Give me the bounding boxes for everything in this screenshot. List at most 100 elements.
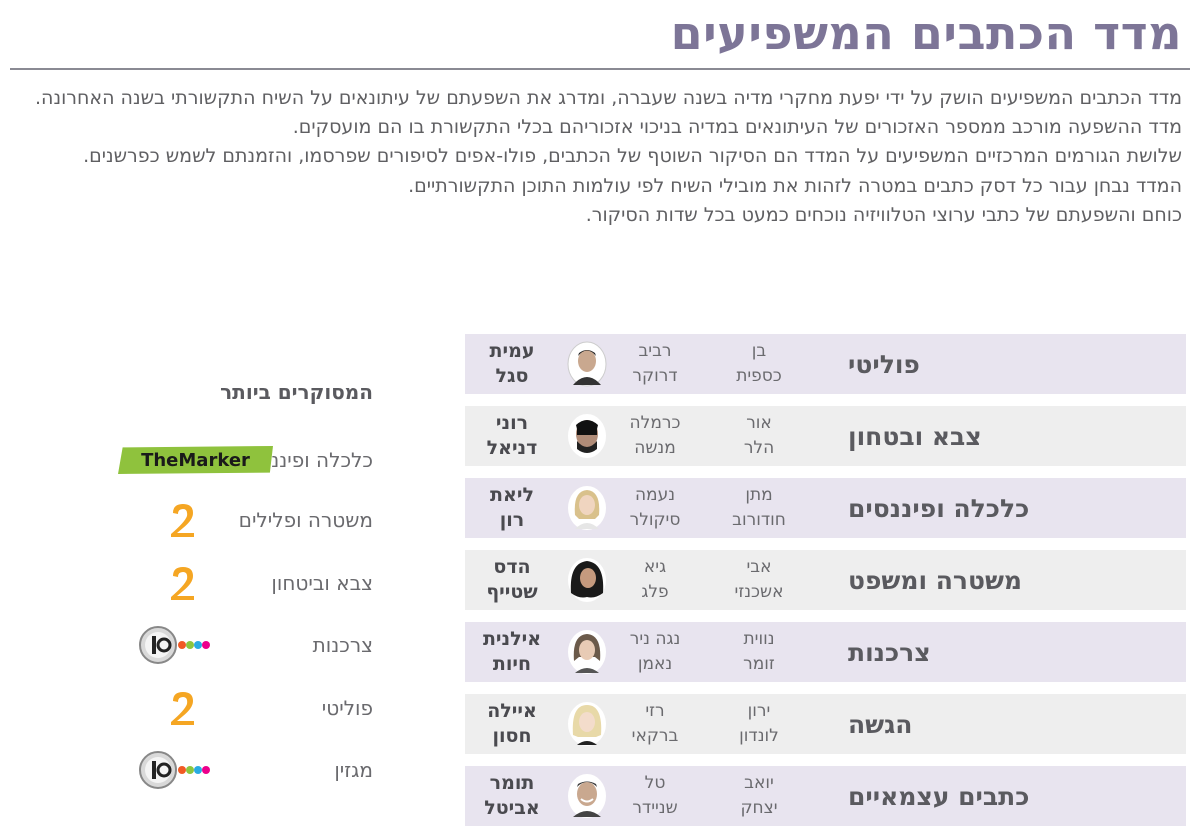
last-name: אביטל (484, 797, 540, 819)
first-name: עמית (489, 340, 535, 362)
channel-2-logo (163, 500, 203, 540)
last-name: דרוקר (632, 366, 678, 386)
channel-10-logo (138, 750, 213, 790)
last-name: יצחק (740, 798, 778, 818)
last-name: לונדון (739, 726, 779, 746)
journalist-second: נגה ניר נאמן (605, 627, 705, 677)
most-covered-item: משטרה ופלילים (123, 500, 373, 540)
journalist-second: נעמה סיקולר (605, 483, 705, 533)
intro-paragraph: מדד ההשפעה מורכב ממספר האזכורים של העיתו… (292, 116, 1182, 139)
first-name: מתן (745, 485, 773, 505)
themarker-logo-the: The (141, 449, 179, 471)
channel-2-logo (163, 688, 203, 728)
most-covered-label: משטרה ופלילים (238, 508, 373, 532)
first-name: אילנית (482, 628, 542, 650)
themarker-logo-marker: Marker (178, 449, 250, 471)
channel-2-logo (163, 563, 203, 603)
category-name: צבא ובטחון (848, 421, 982, 451)
journalist-second: רזי ברקאי (605, 699, 705, 749)
most-covered-item: כלכלה ופיננסים The Marker (118, 440, 373, 480)
category-name: כלכלה ופיננסים (848, 493, 1030, 523)
first-name: תומר (489, 772, 535, 794)
intro-paragraph: שלושת הגורמים המרכזיים המשפיעים על המדד … (83, 145, 1182, 168)
journalist-top: רוני דניאל (477, 411, 547, 461)
first-name: אבי (746, 557, 772, 577)
last-name: דניאל (486, 437, 538, 459)
intro-paragraph: המדד נבחן עבור כל דסק כתבים במטרה לזהות … (408, 174, 1182, 197)
ranking-row-security: צבא ובטחון אור הלר כרמלה מנשה רוני דניאל (465, 406, 1186, 466)
first-name: ירון (747, 701, 771, 721)
most-covered-item: צבא וביטחון (123, 563, 373, 603)
first-name: גיא (643, 557, 667, 577)
most-covered-item: פוליטי (123, 688, 373, 728)
journalist-top: עמית סגל (477, 339, 547, 389)
woman-light-hair-portrait-icon (567, 701, 607, 747)
journalist-third: בן כספית (709, 339, 809, 389)
woman-blonde-portrait-icon (567, 485, 607, 531)
most-covered-heading: המסוקרים ביותר (220, 380, 373, 404)
first-name: הדס (493, 556, 531, 578)
journalist-top: תומר אביטל (477, 771, 547, 821)
title-divider (10, 68, 1190, 70)
category-name: צרכנות (848, 637, 931, 667)
last-name: סגל (495, 365, 529, 387)
first-name: נגה ניר (629, 629, 681, 649)
most-covered-label: פוליטי (321, 696, 373, 720)
first-name: איילה (487, 700, 537, 722)
most-covered-label: צרכנות (312, 633, 373, 657)
most-covered-item: צרכנות (123, 625, 373, 665)
last-name: פלג (641, 582, 669, 602)
last-name: חיות (492, 653, 532, 675)
last-name: אשכנזי (734, 582, 784, 602)
man-sunglasses-portrait-icon (567, 413, 607, 459)
intro-text: מדד הכתבים המשפיעים הושק על ידי יפעת מחק… (17, 84, 1182, 230)
ranking-row-hosting: הגשה ירון לונדון רזי ברקאי איילה חסון (465, 694, 1186, 754)
channel-10-logo (138, 625, 213, 665)
last-name: שטייף (486, 581, 538, 603)
category-name: פוליטי (848, 349, 920, 379)
journalist-second: טל שניידר (605, 771, 705, 821)
ranking-row-independent: כתבים עצמאיים יואב יצחק טל שניידר תומר אביט… (465, 766, 1186, 826)
ranking-row-consumer: צרכנות נווית זומר נגה ניר נאמן אילנית חיות (465, 622, 1186, 682)
first-name: כרמלה (629, 413, 681, 433)
journalist-third: מתן חודורוב (709, 483, 809, 533)
first-name: בן (751, 341, 767, 361)
first-name: רזי (645, 701, 665, 721)
journalist-third: אור הלר (709, 411, 809, 461)
intro-paragraph: כוחם והשפעתם של כתבי ערוצי הטלוויזיה נוכ… (585, 203, 1182, 226)
ranking-row-police-law: משטרה ומשפט אבי אשכנזי גיא פלג הדס שטייף (465, 550, 1186, 610)
category-name: משטרה ומשפט (848, 565, 1023, 595)
most-covered-label: מגזין (334, 758, 373, 782)
first-name: ליאת (490, 484, 534, 506)
journalist-second: כרמלה מנשה (605, 411, 705, 461)
man-smiling-portrait-icon (567, 773, 607, 819)
most-covered-label: צבא וביטחון (271, 571, 373, 595)
man-portrait-icon (567, 341, 607, 387)
last-name: חסון (492, 725, 532, 747)
journalist-top: אילנית חיות (477, 627, 547, 677)
first-name: רביב (638, 341, 672, 361)
ranking-row-economy: כלכלה ופיננסים מתן חודורוב נעמה סיקולר ליא… (465, 478, 1186, 538)
last-name: נאמן (637, 654, 673, 674)
intro-paragraph: מדד הכתבים המשפיעים הושק על ידי יפעת מחק… (35, 87, 1182, 109)
journalist-second: גיא פלג (605, 555, 705, 605)
category-name: הגשה (848, 709, 913, 739)
woman-dark-hair-portrait-icon (567, 557, 607, 603)
category-name: כתבים עצמאיים (848, 781, 1030, 811)
last-name: שניידר (632, 798, 678, 818)
journalist-second: רביב דרוקר (605, 339, 705, 389)
last-name: רון (499, 509, 525, 531)
first-name: טל (644, 773, 666, 793)
last-name: מנשה (634, 438, 676, 458)
most-covered-item: מגזין (123, 750, 373, 790)
first-name: נווית (743, 629, 775, 649)
rankings-table: פוליטי בן כספית רביב דרוקר עמית סגל צבא ובט… (465, 334, 1186, 838)
first-name: רוני (495, 412, 529, 434)
first-name: אור (746, 413, 772, 433)
last-name: כספית (736, 366, 782, 386)
journalist-third: יואב יצחק (709, 771, 809, 821)
journalist-third: נווית זומר (709, 627, 809, 677)
page-title: מדד הכתבים המשפיעים (670, 6, 1182, 60)
journalist-third: אבי אשכנזי (709, 555, 809, 605)
last-name: ברקאי (631, 726, 679, 746)
